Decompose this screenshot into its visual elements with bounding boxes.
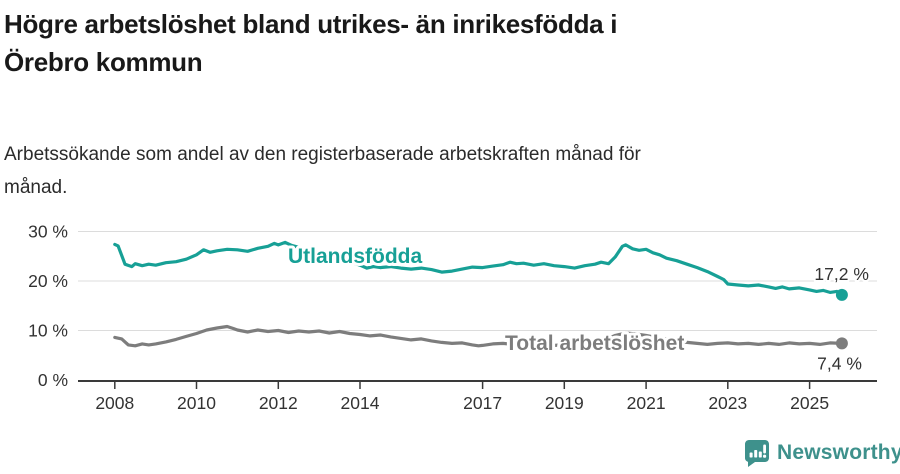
- x-axis-label: 2025: [790, 393, 829, 413]
- brand-name: Newsworthy: [777, 441, 900, 464]
- series-end-dot-1: [835, 337, 848, 350]
- y-axis-label: 0 %: [38, 370, 68, 390]
- y-axis-label: 30 %: [28, 222, 68, 242]
- series-label-1: Total arbetslöshet: [505, 332, 684, 355]
- x-axis-label: 2010: [177, 393, 216, 413]
- chart-subtitle: Arbetssökande som andel av den registerb…: [4, 138, 641, 204]
- series-end-label-0: 17,2 %: [814, 264, 868, 284]
- title-line-1: Högre arbetslöshet bland utrikes- än inr…: [4, 9, 618, 39]
- x-axis-label: 2023: [708, 393, 747, 413]
- x-axis-label: 2017: [463, 393, 502, 413]
- y-axis-label: 10 %: [28, 321, 68, 341]
- title-line-2: Örebro kommun: [4, 47, 203, 77]
- subtitle-line-1: Arbetssökande som andel av den registerb…: [4, 144, 641, 165]
- series-end-dot-0: [835, 288, 848, 301]
- series-label-0: Utlandsfödda: [288, 245, 422, 268]
- x-axis-label: 2019: [545, 393, 584, 413]
- page-title: Högre arbetslöshet bland utrikes- än inr…: [4, 5, 617, 81]
- footer-brand: Newsworthy: [744, 439, 900, 467]
- x-axis-label: 2008: [95, 393, 134, 413]
- series-line-0: [113, 240, 844, 297]
- series-end-label-1: 7,4 %: [817, 353, 862, 373]
- series-line-1: [113, 324, 844, 348]
- x-axis-label: 2021: [627, 393, 666, 413]
- x-axis-label: 2012: [259, 393, 298, 413]
- bar-chart-speech-bubble-icon: [745, 440, 769, 467]
- y-axis-label: 20 %: [28, 271, 68, 291]
- x-axis-label: 2014: [341, 393, 380, 413]
- subtitle-line-2: månad.: [4, 177, 68, 198]
